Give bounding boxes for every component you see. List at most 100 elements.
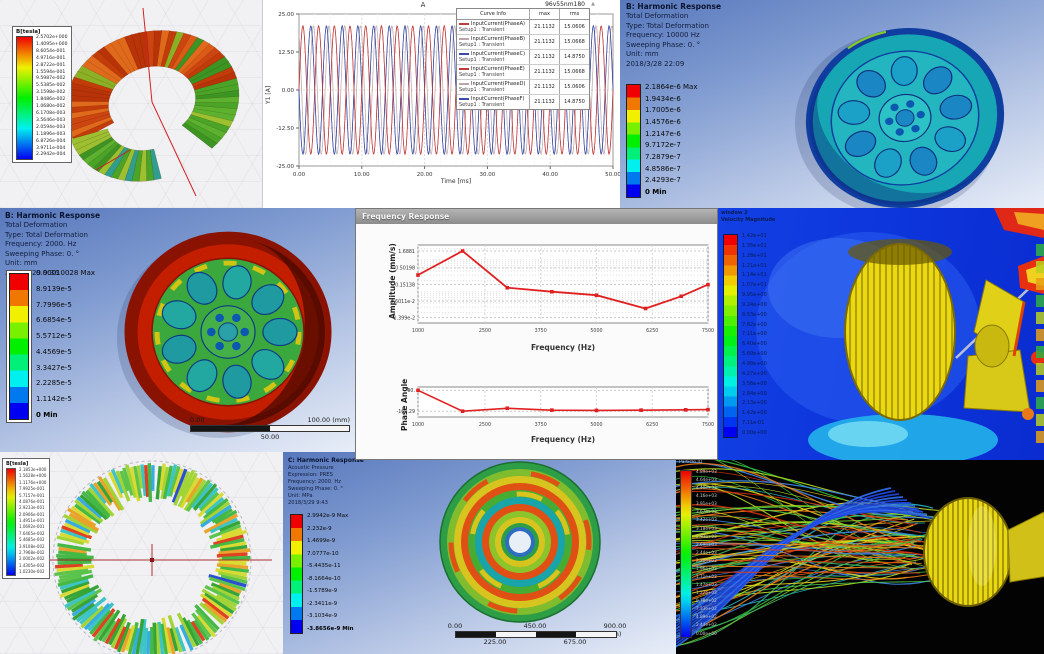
curve-setup: Setup1 : Transient — [459, 102, 505, 108]
scale-mid: 450.00 — [523, 622, 547, 630]
curve-row: InputCurrent(PhaseB) Setup1 : Transient … — [457, 35, 589, 50]
legend-title: window 2 Velocity Magnitude — [721, 210, 775, 223]
curve-name: InputCurrent(PhaseF) — [471, 96, 525, 102]
curve-name: InputCurrent(PhaseB) — [471, 36, 525, 42]
svg-text:-25.00: -25.00 — [276, 164, 294, 170]
curve-setup: Setup1 : Transient — [459, 87, 505, 93]
legend-value: 1.1896e-003 — [36, 131, 66, 137]
window-title: Frequency Response — [362, 212, 450, 221]
wheel-deformation-render — [795, 27, 1005, 208]
legend-value: 6.40e+00 — [742, 341, 767, 348]
svg-text:10.00: 10.00 — [354, 172, 370, 178]
svg-text:0.50198: 0.50198 — [395, 266, 415, 272]
svg-text:5000: 5000 — [590, 328, 602, 334]
result-line: Type: Total Deformation — [5, 230, 88, 239]
curve-rms: 14.8750 — [559, 50, 589, 64]
legend-value: 1.5628e+000 — [19, 473, 47, 479]
scale-ruler: 0.00 450.00 900.00 (mm) 225.00 675.00 — [448, 622, 627, 648]
result-line: Sweeping Phase: 0. ° — [288, 486, 343, 492]
result-info: B: Harmonic Response Total Deformation Ty… — [626, 2, 721, 69]
curve-setup: Setup1 : Transient — [459, 72, 505, 78]
colorbar — [680, 470, 692, 638]
scale-q3: 675.00 — [563, 638, 587, 646]
plot-title: A — [420, 1, 426, 9]
svg-text:40.00: 40.00 — [542, 172, 558, 178]
result-title: B: Harmonic Response — [5, 211, 101, 220]
legend-value: 9.7172e-7 — [645, 141, 681, 150]
legend-value: 5.4685e-002 — [19, 537, 45, 543]
col-curve-info: Curve Info — [480, 11, 506, 17]
legend-title-line1: window 2 — [721, 210, 748, 216]
svg-text:6250: 6250 — [646, 328, 658, 334]
curve-max: 21.1132 — [529, 95, 559, 109]
legend-value: 1.21e+01 — [742, 262, 767, 269]
particle-id-legend: 4.89e+03 4.64e+03 4.40e+03 4.16e+03 3.91e+03… — [680, 469, 717, 638]
curve-color-swatch — [459, 97, 469, 100]
legend-value: 2.2942e-004 — [36, 152, 66, 158]
svg-text:6250: 6250 — [646, 422, 658, 428]
legend-value: 9.5987e-002 — [36, 76, 66, 82]
legend-value: 7.0777e-10 — [307, 550, 339, 557]
field-legend-rotor: B[tesla] 2.1853e+000 1.5628e+000 1.1176e+0… — [2, 458, 51, 579]
legend-value: 2.0002e-002 — [19, 556, 45, 562]
legend-value: 3.67e+03 — [696, 509, 717, 515]
legend-value: 4.4569e-5 — [36, 347, 72, 356]
legend-value: 1.9434e-6 — [645, 94, 681, 103]
cfd-contour-render — [756, 208, 1044, 460]
legend-value: 2.5702e+000 — [36, 35, 68, 40]
y-axis-label: Y1 [A] — [265, 85, 272, 104]
legend-value: 7.82e+00 — [742, 321, 767, 328]
legend-value: 3.42e+03 — [696, 517, 717, 523]
pressure-legend: 2.9942e-9 Max 2.232e-9 1.4699e-9 7.0777e-10… — [290, 513, 354, 634]
legend-value: -1.5789e-9 — [307, 588, 338, 594]
svg-text:0.00: 0.00 — [282, 88, 295, 94]
legend-value: 1.4699e-9 — [307, 538, 336, 544]
legend-value: 7.33e+02 — [696, 606, 717, 612]
curve-row: InputCurrent(PhaseC) Setup1 : Transient … — [457, 50, 589, 65]
curve-name: InputCurrent(PhaseC) — [471, 51, 526, 57]
legend-value: 7.11e+00 — [742, 331, 767, 338]
svg-text:7500: 7500 — [702, 328, 714, 334]
result-title: B: Harmonic Response — [626, 2, 722, 11]
legend-value: 9.95e+00 — [742, 292, 767, 299]
legend-value: 7.11e-01 — [742, 420, 765, 427]
colorbar — [6, 468, 16, 576]
result-line: Sweeping Phase: 0. ° — [5, 249, 80, 258]
amplitude-axis-label: Amplitude (mm/s) — [388, 243, 397, 319]
legend-value: 4.0876e-001 — [19, 498, 45, 504]
svg-text:2500: 2500 — [479, 422, 491, 428]
deformation-legend: 0.00010028 Max 8.9139e-5 7.7996e-5 6.6854e-… — [6, 270, 95, 423]
coil-field-render — [64, 7, 240, 197]
legend-value: 7.9925e-001 — [19, 486, 45, 492]
legend-value: 2.4293e-7 — [645, 176, 681, 185]
result-line: Sweeping Phase: 0. ° — [626, 40, 701, 49]
legend-value: 7.2879e-7 — [645, 152, 681, 161]
model-label: 96v55nm180 — [545, 1, 585, 8]
svg-text:30.00: 30.00 — [480, 172, 496, 178]
legend-value: 2.8722e-001 — [36, 62, 66, 68]
curve-max: 21.1132 — [529, 35, 559, 49]
legend-value: 0.00e+00 — [742, 429, 767, 436]
legend-value: 4.9716e-001 — [36, 55, 66, 61]
legend-value: 1.4095e+000 — [36, 41, 68, 47]
curve-setup: Setup1 : Transient — [459, 42, 505, 48]
colorbar — [16, 36, 33, 160]
colorbar — [626, 84, 641, 198]
legend-value: 2.232e-9 — [307, 525, 332, 532]
legend-value: 2.0906e-001 — [19, 511, 45, 517]
result-info: B: Harmonic Response Total Deformation Ty… — [5, 211, 100, 278]
legend-title: B[tesla] — [6, 461, 29, 467]
result-line: Unit: MPa — [288, 493, 313, 499]
curve-color-swatch — [459, 37, 469, 40]
legend-value: 4.64e+03 — [696, 477, 717, 483]
window-titlebar[interactable]: Frequency Response — [356, 209, 717, 224]
result-line: Frequency: 10000 Hz — [626, 31, 700, 39]
legend-value: 3.3427e-5 — [36, 363, 72, 372]
curve-setup: Setup1 : Transient — [459, 27, 505, 33]
svg-text:50.00: 50.00 — [605, 172, 621, 178]
legend-value: 4.89e+03 — [696, 469, 717, 474]
legend-value: 1.0230e-002 — [19, 569, 45, 574]
legend-value: 4.98e+00 — [742, 360, 767, 367]
result-line: Unit: mm — [626, 50, 659, 58]
legend-value: 0.00010028 Max — [36, 269, 96, 277]
